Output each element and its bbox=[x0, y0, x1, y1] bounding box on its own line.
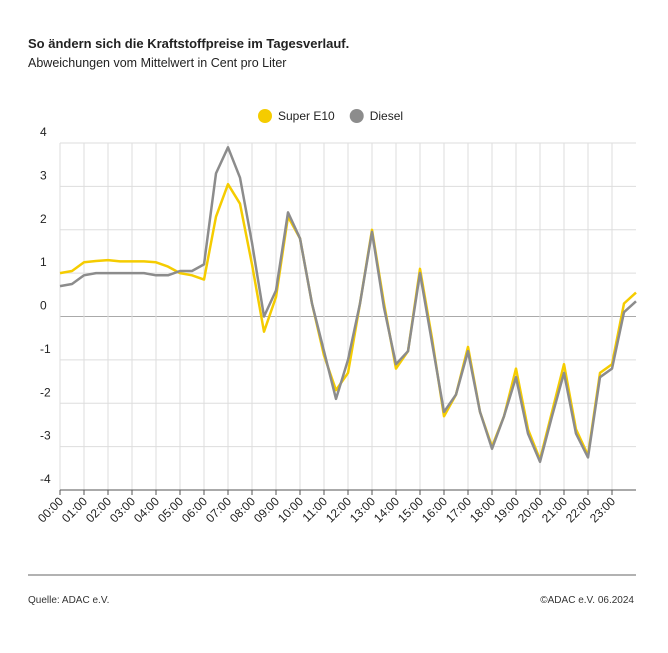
legend-label: Diesel bbox=[370, 109, 403, 123]
x-tick-label: 12:00 bbox=[323, 494, 354, 525]
x-tick-label: 05:00 bbox=[155, 494, 186, 525]
x-tick-label: 01:00 bbox=[59, 494, 90, 525]
source: Quelle: ADAC e.V. bbox=[28, 595, 109, 606]
y-tick-label: -4 bbox=[40, 472, 51, 486]
x-tick-label: 17:00 bbox=[443, 494, 474, 525]
y-tick-label: -2 bbox=[40, 385, 51, 399]
legend-label: Super E10 bbox=[278, 109, 335, 123]
y-tick-label: 1 bbox=[40, 255, 47, 269]
x-tick-label: 15:00 bbox=[395, 494, 426, 525]
chart-subtitle: Abweichungen vom Mittelwert in Cent pro … bbox=[28, 56, 286, 70]
x-tick-label: 02:00 bbox=[83, 494, 114, 525]
y-tick-label: 0 bbox=[40, 299, 47, 313]
x-tick-label: 16:00 bbox=[419, 494, 450, 525]
x-tick-label: 19:00 bbox=[491, 494, 522, 525]
x-tick-label: 13:00 bbox=[347, 494, 378, 525]
x-tick-label: 18:00 bbox=[467, 494, 498, 525]
y-tick-label: 3 bbox=[40, 168, 47, 182]
x-tick-label: 08:00 bbox=[227, 494, 258, 525]
x-tick-label: 04:00 bbox=[131, 494, 162, 525]
series-line bbox=[59, 146, 637, 464]
x-tick-label: 06:00 bbox=[179, 494, 210, 525]
x-tick-label: 14:00 bbox=[371, 494, 402, 525]
chart-title: So ändern sich die Kraftstoffpreise im T… bbox=[28, 36, 349, 51]
x-tick-label: 22:00 bbox=[563, 494, 594, 525]
x-tick-label: 11:00 bbox=[300, 494, 331, 525]
y-tick-label: -3 bbox=[40, 429, 51, 443]
x-tick-label: 07:00 bbox=[203, 494, 234, 525]
x-tick-label: 23:00 bbox=[587, 494, 618, 525]
x-tick-label: 03:00 bbox=[107, 494, 138, 525]
x-tick-label: 10:00 bbox=[275, 494, 306, 525]
y-tick-label: 2 bbox=[40, 212, 47, 226]
x-tick-label: 20:00 bbox=[515, 494, 546, 525]
credit: ©ADAC e.V. 06.2024 bbox=[540, 595, 634, 606]
x-tick-label: 09:00 bbox=[251, 494, 282, 525]
y-tick-label: -1 bbox=[40, 342, 51, 356]
y-tick-label: 4 bbox=[40, 125, 47, 139]
x-tick-label: 00:00 bbox=[35, 494, 66, 525]
legend-marker bbox=[349, 109, 364, 123]
x-tick-label: 21:00 bbox=[539, 494, 570, 525]
legend-marker bbox=[258, 109, 272, 123]
